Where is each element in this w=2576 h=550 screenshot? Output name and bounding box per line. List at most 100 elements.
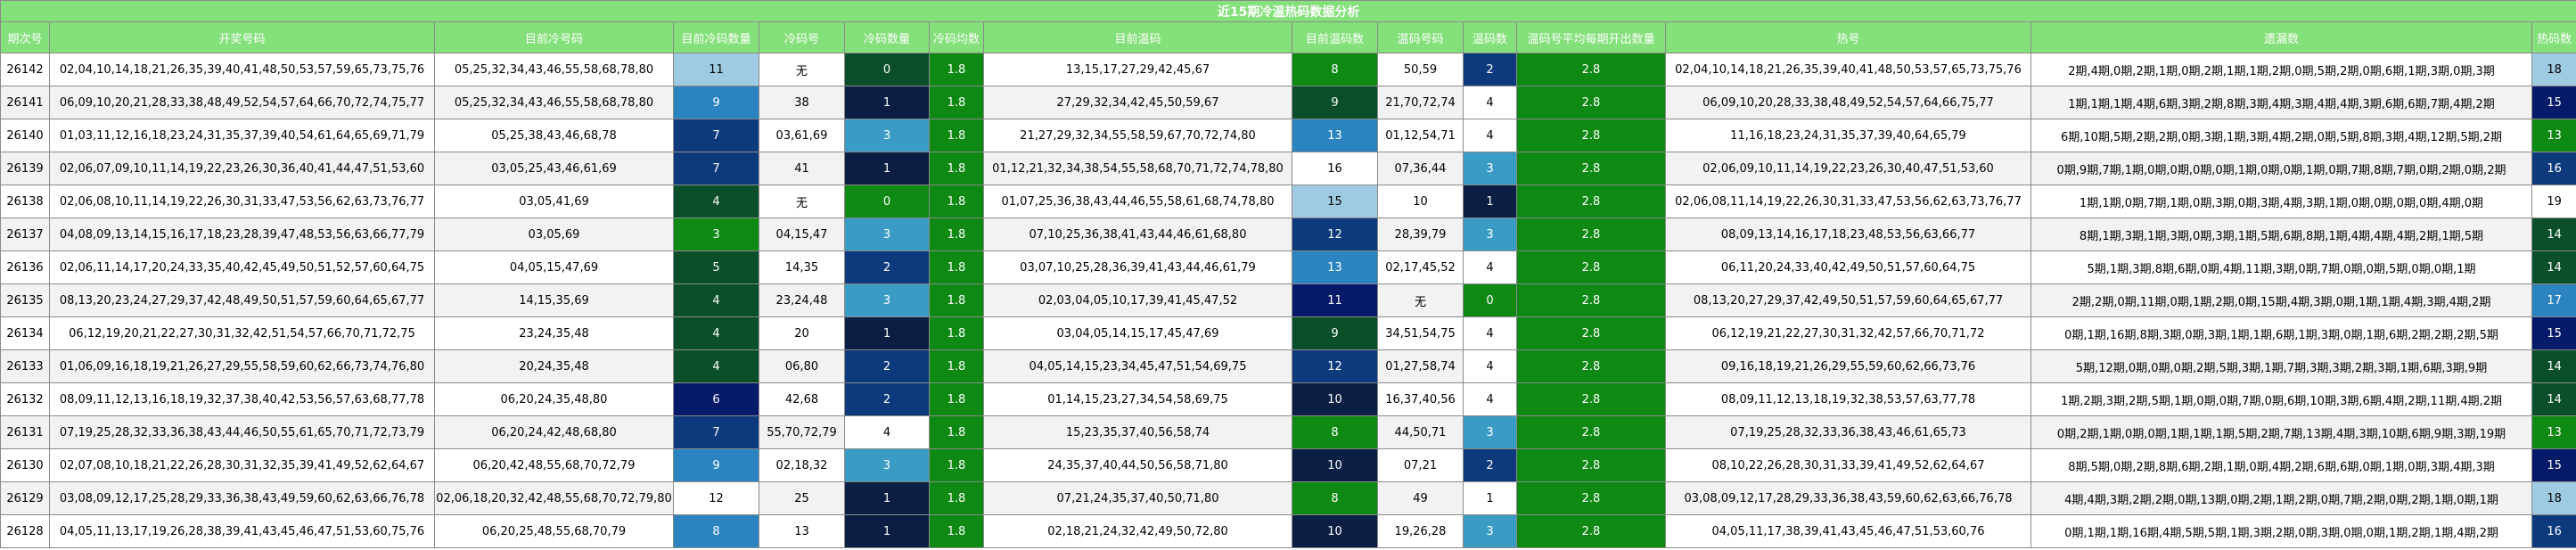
- cell-hot-count: 14: [2531, 382, 2576, 416]
- cell-warm-now-count: 10: [1292, 448, 1378, 482]
- cell-draw: 06,09,10,20,21,28,33,38,48,49,52,54,57,6…: [49, 86, 435, 119]
- table-row: 26136 02,06,11,14,17,20,24,33,35,40,42,45…: [0, 250, 2576, 284]
- cell-cold-num: 无: [759, 185, 845, 218]
- header-draw: 开奖号码: [49, 21, 435, 53]
- cell-warm-avg: 2.8: [1516, 514, 1666, 548]
- table-row: 26135 08,13,20,23,24,27,29,37,42,48,49,50…: [0, 283, 2576, 317]
- cell-warm-now-count: 13: [1292, 250, 1378, 284]
- cell-cold-now-count: 4: [673, 283, 759, 317]
- cell-hot: 03,08,09,12,17,28,29,33,36,38,43,59,60,6…: [1665, 481, 2031, 515]
- cell-period: 26139: [0, 152, 50, 185]
- cell-warm-num: 49: [1377, 481, 1464, 515]
- cell-warm-num: 21,70,72,74: [1377, 86, 1464, 119]
- cell-miss: 2期,4期,0期,2期,1期,0期,2期,1期,1期,2期,0期,5期,2期,0…: [2030, 53, 2532, 86]
- cell-miss: 0期,1期,1期,16期,4期,5期,5期,1期,3期,2期,0期,3期,0期,…: [2030, 514, 2532, 548]
- cell-cold-count: 0: [844, 185, 930, 218]
- cell-miss: 1期,2期,3期,2期,5期,1期,0期,0期,7期,0期,6期,10期,3期,…: [2030, 382, 2532, 416]
- cell-cold-avg: 1.8: [929, 349, 984, 383]
- cell-warm-now-count: 9: [1292, 316, 1378, 350]
- cell-miss: 2期,2期,0期,11期,0期,1期,2期,0期,15期,4期,3期,0期,1期…: [2030, 283, 2532, 317]
- cell-cold-count: 3: [844, 119, 930, 152]
- cell-cold-now-count: 8: [673, 514, 759, 548]
- cell-cold-now-count: 4: [673, 185, 759, 218]
- cell-warm-avg: 2.8: [1516, 218, 1666, 251]
- cell-cold-now-count: 6: [673, 382, 759, 416]
- header-warm-count: 温码数: [1463, 21, 1517, 53]
- cell-warm-count: 2: [1463, 448, 1517, 482]
- cell-cold-count: 1: [844, 514, 930, 548]
- cell-cold-now: 06,20,42,48,55,68,70,72,79: [434, 448, 674, 482]
- cell-cold-num: 04,15,47: [759, 218, 845, 251]
- cell-miss: 1期,1期,0期,7期,1期,0期,3期,0期,3期,4期,3期,1期,0期,0…: [2030, 185, 2532, 218]
- cell-cold-avg: 1.8: [929, 119, 984, 152]
- cell-hot-count: 15: [2531, 86, 2576, 119]
- cell-cold-count: 1: [844, 481, 930, 515]
- cell-draw: 04,05,11,13,17,19,26,28,38,39,41,43,45,4…: [49, 514, 435, 548]
- cell-warm-count: 4: [1463, 119, 1517, 152]
- cell-warm-now-count: 13: [1292, 119, 1378, 152]
- cell-warm-count: 1: [1463, 481, 1517, 515]
- cell-draw: 01,03,11,12,16,18,23,24,31,35,37,39,40,5…: [49, 119, 435, 152]
- cell-warm-now-count: 10: [1292, 514, 1378, 548]
- cell-draw: 08,09,11,12,13,16,18,19,32,37,38,40,42,5…: [49, 382, 435, 416]
- table-row: 26129 03,08,09,12,17,25,28,29,33,36,38,43…: [0, 481, 2576, 515]
- cell-cold-now-count: 4: [673, 349, 759, 383]
- cell-hot: 11,16,18,23,24,31,35,37,39,40,64,65,79: [1665, 119, 2031, 152]
- cell-warm-count: 3: [1463, 415, 1517, 449]
- column-header-row: 期次号 开奖号码 目前冷号码 目前冷码数量 冷码号 冷码数量 冷码均数 目前温码 目前温码数 温码…: [0, 21, 2576, 53]
- cell-hot: 02,04,10,14,18,21,26,35,39,40,41,48,50,5…: [1665, 53, 2031, 86]
- cell-cold-num: 25: [759, 481, 845, 515]
- table-row: 26142 02,04,10,14,18,21,26,35,39,40,41,48…: [0, 53, 2576, 86]
- cell-warm-count: 3: [1463, 152, 1517, 185]
- cell-cold-now-count: 7: [673, 415, 759, 449]
- cell-warm-now-count: 9: [1292, 86, 1378, 119]
- cell-hot: 08,13,20,27,29,37,42,49,50,51,57,59,60,6…: [1665, 283, 2031, 317]
- cell-period: 26131: [0, 415, 50, 449]
- cell-warm-num: 01,27,58,74: [1377, 349, 1464, 383]
- cell-warm-count: 4: [1463, 349, 1517, 383]
- cell-draw: 02,06,11,14,17,20,24,33,35,40,42,45,49,5…: [49, 250, 435, 284]
- cell-hot-count: 14: [2531, 349, 2576, 383]
- cell-cold-now: 06,20,25,48,55,68,70,79: [434, 514, 674, 548]
- header-hot-count: 热码数: [2531, 21, 2576, 53]
- cell-warm-num: 34,51,54,75: [1377, 316, 1464, 350]
- cell-hot-count: 14: [2531, 250, 2576, 284]
- cell-cold-avg: 1.8: [929, 514, 984, 548]
- cell-warm-avg: 2.8: [1516, 185, 1666, 218]
- cell-cold-now: 05,25,32,34,43,46,55,58,68,78,80: [434, 86, 674, 119]
- cell-cold-num: 13: [759, 514, 845, 548]
- header-miss: 遗漏数: [2030, 21, 2532, 53]
- cell-warm-num: 10: [1377, 185, 1464, 218]
- cell-hot: 06,09,10,20,28,33,38,48,49,52,54,57,64,6…: [1665, 86, 2031, 119]
- cell-warm-now: 24,35,37,40,44,50,56,58,71,80: [983, 448, 1292, 482]
- cell-warm-num: 44,50,71: [1377, 415, 1464, 449]
- cell-hot-count: 15: [2531, 316, 2576, 350]
- cell-period: 26137: [0, 218, 50, 251]
- cell-miss: 4期,4期,3期,2期,2期,0期,13期,0期,2期,1期,2期,0期,7期,…: [2030, 481, 2532, 515]
- cell-hot-count: 18: [2531, 53, 2576, 86]
- table-row: 26133 01,06,09,16,18,19,21,26,27,29,55,58…: [0, 349, 2576, 383]
- cell-warm-count: 2: [1463, 53, 1517, 86]
- cell-hot: 06,12,19,21,22,27,30,31,32,42,57,66,70,7…: [1665, 316, 2031, 350]
- cell-cold-now: 05,25,32,34,43,46,55,58,68,78,80: [434, 53, 674, 86]
- table-row: 26134 06,12,19,20,21,22,27,30,31,32,42,51…: [0, 316, 2576, 350]
- cell-hot-count: 14: [2531, 218, 2576, 251]
- header-cold-count: 冷码数量: [844, 21, 930, 53]
- cell-warm-avg: 2.8: [1516, 283, 1666, 317]
- cell-period: 26132: [0, 382, 50, 416]
- cell-warm-avg: 2.8: [1516, 448, 1666, 482]
- cell-warm-num: 19,26,28: [1377, 514, 1464, 548]
- cell-period: 26140: [0, 119, 50, 152]
- cell-warm-avg: 2.8: [1516, 119, 1666, 152]
- cell-cold-now: 06,20,24,35,48,80: [434, 382, 674, 416]
- cell-period: 26138: [0, 185, 50, 218]
- cell-warm-now: 01,14,15,23,27,34,54,58,69,75: [983, 382, 1292, 416]
- cell-warm-count: 1: [1463, 185, 1517, 218]
- cell-hot: 02,06,08,11,14,19,22,26,30,31,33,47,53,5…: [1665, 185, 2031, 218]
- cell-cold-num: 20: [759, 316, 845, 350]
- table-row: 26130 02,07,08,10,18,21,22,26,28,30,31,32…: [0, 448, 2576, 482]
- cell-warm-now: 07,10,25,36,38,41,43,44,46,61,68,80: [983, 218, 1292, 251]
- cell-draw: 04,08,09,13,14,15,16,17,18,23,28,39,47,4…: [49, 218, 435, 251]
- cell-cold-avg: 1.8: [929, 152, 984, 185]
